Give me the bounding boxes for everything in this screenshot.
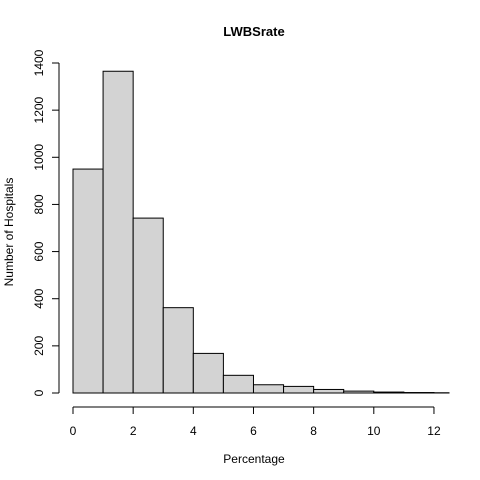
histogram-bar-2 bbox=[132, 217, 164, 394]
y-axis: 0 200 400 600 800 1000 1200 1400 bbox=[32, 49, 60, 396]
histogram-bar-4 bbox=[192, 352, 224, 394]
chart-title: LWBSrate bbox=[223, 24, 284, 39]
y-tick-label: 1400 bbox=[32, 49, 46, 76]
y-tick-label: 200 bbox=[32, 336, 46, 356]
x-tick-label: 2 bbox=[130, 424, 137, 438]
x-axis: 0 2 4 6 8 10 12 bbox=[70, 406, 441, 438]
y-tick-label: 400 bbox=[32, 288, 46, 308]
x-axis-title: Percentage bbox=[223, 452, 285, 466]
y-tick-label: 600 bbox=[32, 241, 46, 261]
x-tick-label: 0 bbox=[70, 424, 77, 438]
y-tick-label: 1200 bbox=[32, 96, 46, 123]
bars-group bbox=[72, 70, 450, 394]
histogram-bar-8 bbox=[313, 388, 345, 394]
x-tick-label: 4 bbox=[190, 424, 197, 438]
histogram-bar-0 bbox=[72, 168, 104, 394]
y-tick-label: 0 bbox=[32, 389, 46, 396]
histogram-bar-3 bbox=[162, 307, 194, 394]
y-tick-label: 800 bbox=[32, 194, 46, 214]
histogram-bar-6 bbox=[252, 384, 285, 394]
histogram-bar-7 bbox=[283, 385, 315, 394]
histogram-bar-9 bbox=[343, 390, 375, 394]
y-axis-title: Number of Hospitals bbox=[2, 178, 16, 287]
y-tick-label: 1000 bbox=[32, 144, 46, 171]
histogram-bar-10 bbox=[373, 391, 405, 394]
histogram-bar-5 bbox=[222, 374, 254, 394]
x-tick-label: 10 bbox=[367, 424, 381, 438]
x-tick-label: 8 bbox=[310, 424, 317, 438]
x-tick-label: 12 bbox=[427, 424, 441, 438]
histogram-bar-1 bbox=[102, 70, 134, 394]
x-tick-label: 6 bbox=[250, 424, 257, 438]
